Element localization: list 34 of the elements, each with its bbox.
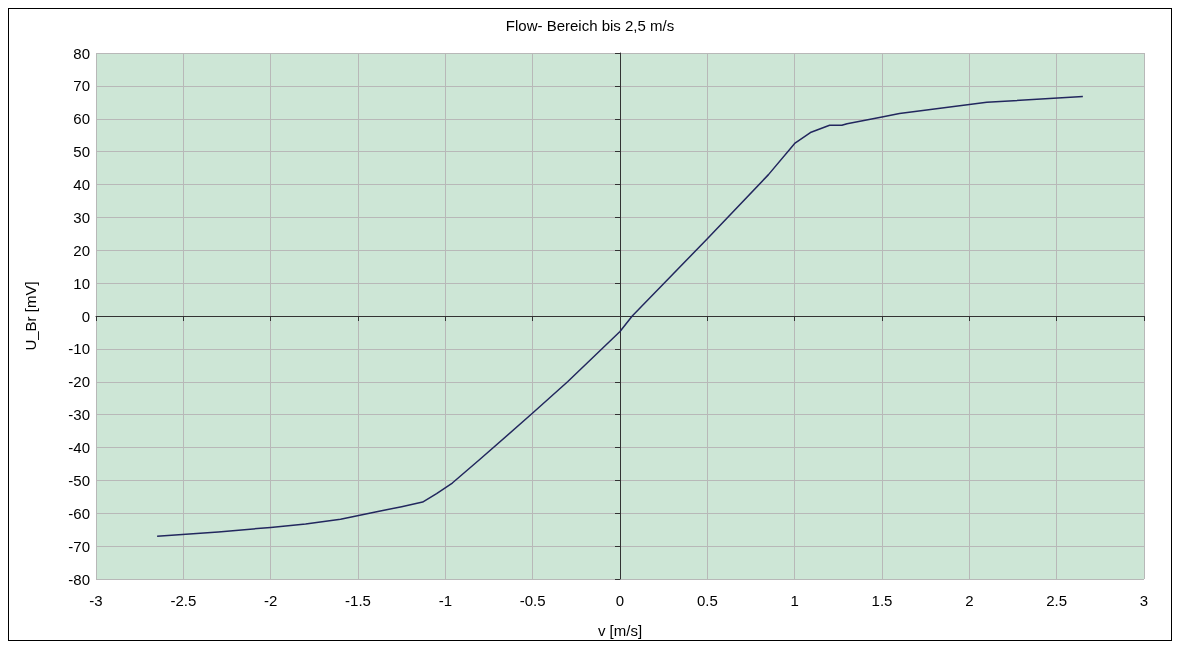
x-tick-label: 2	[965, 592, 974, 609]
x-tick-label: 2.5	[1046, 592, 1068, 609]
x-tick-label: -3	[89, 592, 103, 609]
y-tick-label: -40	[68, 439, 90, 456]
y-tick-label: -60	[68, 504, 90, 522]
y-tick-label: 70	[73, 77, 90, 95]
x-tick-label: 0.5	[696, 592, 718, 609]
y-tick-label: 10	[73, 274, 90, 292]
chart-title: Flow- Bereich bis 2,5 m/s	[505, 17, 675, 34]
y-tick-label: 50	[73, 143, 90, 161]
y-tick-label: 40	[73, 176, 90, 193]
y-tick-label: -70	[68, 537, 90, 555]
y-tick-label: -20	[68, 373, 90, 391]
x-tick-label: -0.5	[519, 592, 546, 609]
x-tick-label: 1.5	[871, 592, 893, 609]
x-tick-label: -1.5	[345, 592, 371, 609]
x-tick-label: -1	[438, 592, 453, 609]
x-tick-label: 3	[1139, 592, 1149, 609]
line-series	[156, 95, 1084, 538]
y-axis-title: U_Br [mV]	[22, 281, 39, 351]
y-tick-label: 0	[81, 307, 90, 325]
y-tick-label: -50	[68, 471, 90, 489]
y-tick-label: -80	[68, 570, 90, 588]
x-tick-label: -2.5	[170, 592, 197, 609]
x-axis-title: v [m/s]	[597, 621, 643, 639]
y-tick-label: -10	[68, 340, 90, 358]
x-tick-label: 0	[615, 592, 625, 609]
x-tick-label: -2	[263, 592, 278, 609]
y-tick-label: 60	[73, 110, 90, 128]
y-tick-label: 80	[73, 44, 90, 62]
y-tick-label: 30	[73, 208, 90, 226]
x-tick-label: 1	[790, 592, 799, 609]
y-tick-label: -30	[68, 406, 90, 424]
y-tick-label: 20	[73, 241, 90, 259]
